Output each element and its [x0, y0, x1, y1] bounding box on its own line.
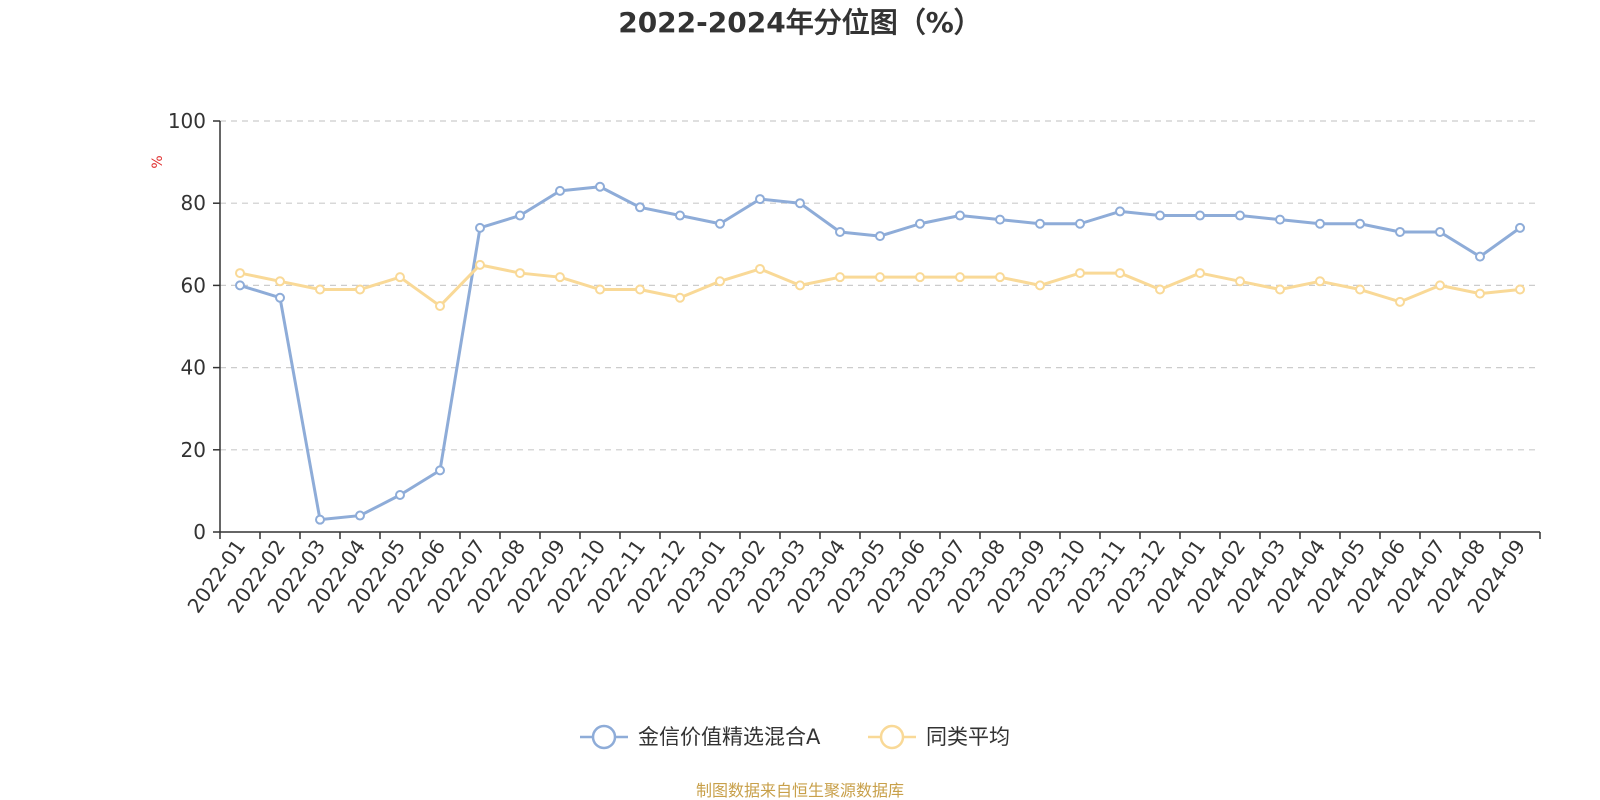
data-point: [995, 272, 1005, 283]
data-point: [915, 218, 925, 229]
data-point: [475, 222, 485, 233]
y-tick-label: 0: [193, 520, 206, 544]
axes: [213, 120, 1541, 539]
data-point: [1195, 268, 1205, 279]
data-point: [315, 514, 325, 525]
data-point: [1275, 214, 1285, 225]
data-point: [275, 276, 285, 287]
data-point: [355, 510, 365, 521]
data-point: [675, 210, 685, 221]
data-point: [1315, 276, 1325, 287]
data-point: [1475, 288, 1485, 299]
legend-marker: [591, 724, 617, 750]
data-point: [915, 272, 925, 283]
series-2: [235, 259, 1525, 311]
data-point: [955, 272, 965, 283]
data-point: [395, 272, 405, 283]
data-point: [395, 490, 405, 501]
data-point: [795, 280, 805, 291]
data-point: [635, 284, 645, 295]
series-lines: [235, 181, 1525, 525]
data-point: [795, 198, 805, 209]
data-point: [1035, 218, 1045, 229]
data-point: [595, 181, 605, 192]
data-point: [755, 194, 765, 205]
data-point: [1275, 284, 1285, 295]
data-point: [1235, 210, 1245, 221]
data-point: [595, 284, 605, 295]
data-point: [1315, 218, 1325, 229]
data-point: [555, 272, 565, 283]
data-point: [715, 276, 725, 287]
data-point: [1515, 284, 1525, 295]
data-point: [515, 210, 525, 221]
x-tick-labels: 2022-012022-022022-032022-042022-052022-…: [182, 535, 1530, 617]
data-point: [1475, 251, 1485, 262]
chart-title: 2022-2024年分位图（%）: [618, 6, 982, 39]
data-point: [1075, 268, 1085, 279]
legend: 金信价值精选混合A 同类平均: [580, 724, 1010, 750]
grid-lines: [220, 120, 1540, 451]
data-point: [955, 210, 965, 221]
legend-item-2: 同类平均: [868, 724, 1010, 750]
data-point: [1355, 218, 1365, 229]
data-point: [515, 268, 525, 279]
data-point: [675, 292, 685, 303]
data-point: [875, 231, 885, 242]
data-point: [315, 284, 325, 295]
legend-marker: [879, 724, 905, 750]
data-point: [715, 218, 725, 229]
legend-label: 同类平均: [926, 725, 1010, 749]
legend-item-1: 金信价值精选混合A: [580, 724, 821, 750]
data-point: [835, 226, 845, 237]
y-axis-unit-label: %: [150, 155, 166, 168]
data-point: [1435, 280, 1445, 291]
data-point: [755, 263, 765, 274]
data-point: [1195, 210, 1205, 221]
series-1: [235, 181, 1525, 525]
data-point: [1515, 222, 1525, 233]
y-tick-label: 60: [181, 273, 206, 297]
data-point: [235, 280, 245, 291]
data-point: [1435, 226, 1445, 237]
data-point: [355, 284, 365, 295]
data-point: [875, 272, 885, 283]
data-point: [555, 185, 565, 196]
data-point: [1155, 284, 1165, 295]
legend-label: 金信价值精选混合A: [638, 725, 821, 749]
y-tick-label: 20: [181, 438, 206, 462]
data-point: [475, 259, 485, 270]
data-point: [995, 214, 1005, 225]
data-point: [1035, 280, 1045, 291]
data-point: [435, 465, 445, 476]
data-point: [1115, 268, 1125, 279]
data-point: [435, 300, 445, 311]
y-tick-labels: 0 20 40 60 80 100: [168, 109, 206, 544]
data-point: [1155, 210, 1165, 221]
data-point: [1235, 276, 1245, 287]
data-point: [235, 268, 245, 279]
data-point: [1395, 226, 1405, 237]
data-point: [835, 272, 845, 283]
data-point: [1075, 218, 1085, 229]
data-point: [1355, 284, 1365, 295]
data-point: [635, 202, 645, 213]
data-point: [1115, 206, 1125, 217]
source-note: 制图数据来自恒生聚源数据库: [696, 781, 904, 800]
y-tick-label: 100: [168, 109, 206, 133]
data-point: [1395, 296, 1405, 307]
y-tick-label: 40: [181, 356, 206, 380]
data-point: [275, 292, 285, 303]
y-tick-label: 80: [181, 191, 206, 215]
